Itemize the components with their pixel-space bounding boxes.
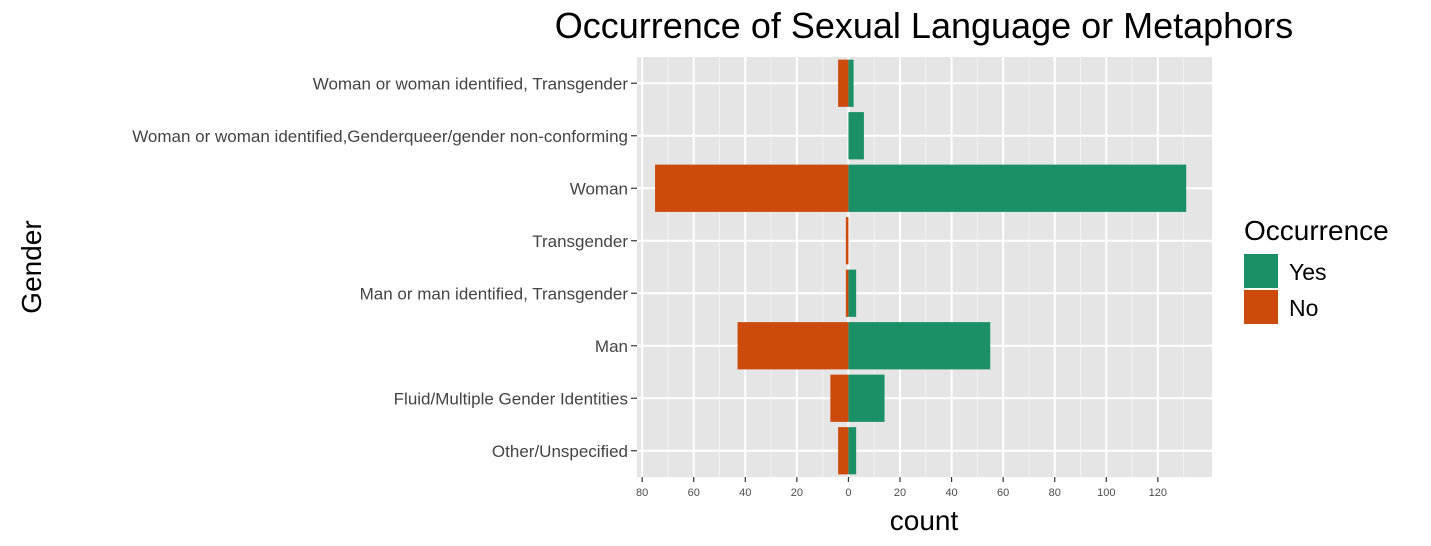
bar-no — [838, 427, 849, 475]
bars — [655, 59, 1187, 475]
chart-title: Occurrence of Sexual Language or Metapho… — [555, 5, 1293, 46]
legend-title: Occurrence — [1244, 215, 1389, 246]
x-tick-label: 20 — [791, 487, 803, 499]
legend-swatch-no — [1244, 290, 1278, 324]
category-label: Transgender — [532, 232, 628, 251]
legend-swatch-yes — [1244, 254, 1278, 288]
bar-no — [838, 59, 849, 107]
bar-no — [655, 164, 849, 212]
x-tick-label: 80 — [1049, 487, 1061, 499]
bar-yes — [848, 269, 857, 317]
y-axis-title: Gender — [16, 220, 47, 313]
x-tick-label: 20 — [894, 487, 906, 499]
category-label: Woman — [570, 179, 628, 198]
x-axis: 80 60 40 20 0 20 40 60 80 100 120 — [636, 477, 1167, 499]
minor-gridlines — [667, 57, 1185, 477]
x-axis-title: count — [890, 505, 959, 536]
category-label: Woman or woman identified,Genderqueer/ge… — [132, 127, 628, 146]
legend: Occurrence Yes No — [1244, 215, 1389, 324]
x-tick-label: 40 — [945, 487, 957, 499]
x-tick-label: 60 — [997, 487, 1009, 499]
y-axis: Woman or woman identified, Transgender Wo… — [132, 74, 637, 461]
x-tick-label: 120 — [1149, 487, 1167, 499]
category-label: Man — [595, 337, 628, 356]
bar-no — [830, 374, 849, 422]
bar-yes — [848, 112, 864, 160]
x-tick-label: 40 — [739, 487, 751, 499]
x-tick-label: 100 — [1097, 487, 1115, 499]
bar-yes — [848, 59, 854, 107]
legend-label-no: No — [1289, 295, 1318, 321]
bar-no — [845, 217, 849, 265]
legend-label-yes: Yes — [1289, 259, 1327, 285]
bar-yes — [848, 322, 991, 370]
bar-no — [845, 269, 849, 317]
category-label: Fluid/Multiple Gender Identities — [394, 389, 628, 408]
category-label: Man or man identified, Transgender — [360, 284, 629, 303]
bar-yes — [848, 374, 885, 422]
bar-yes — [848, 164, 1187, 212]
category-label: Other/Unspecified — [492, 442, 628, 461]
x-tick-label: 0 — [845, 487, 851, 499]
bar-yes — [848, 427, 857, 475]
plot-panel — [637, 57, 1212, 477]
category-label: Woman or woman identified, Transgender — [313, 74, 629, 93]
bar-no — [737, 322, 849, 370]
x-tick-label: 60 — [688, 487, 700, 499]
x-tick-label: 80 — [636, 487, 648, 499]
